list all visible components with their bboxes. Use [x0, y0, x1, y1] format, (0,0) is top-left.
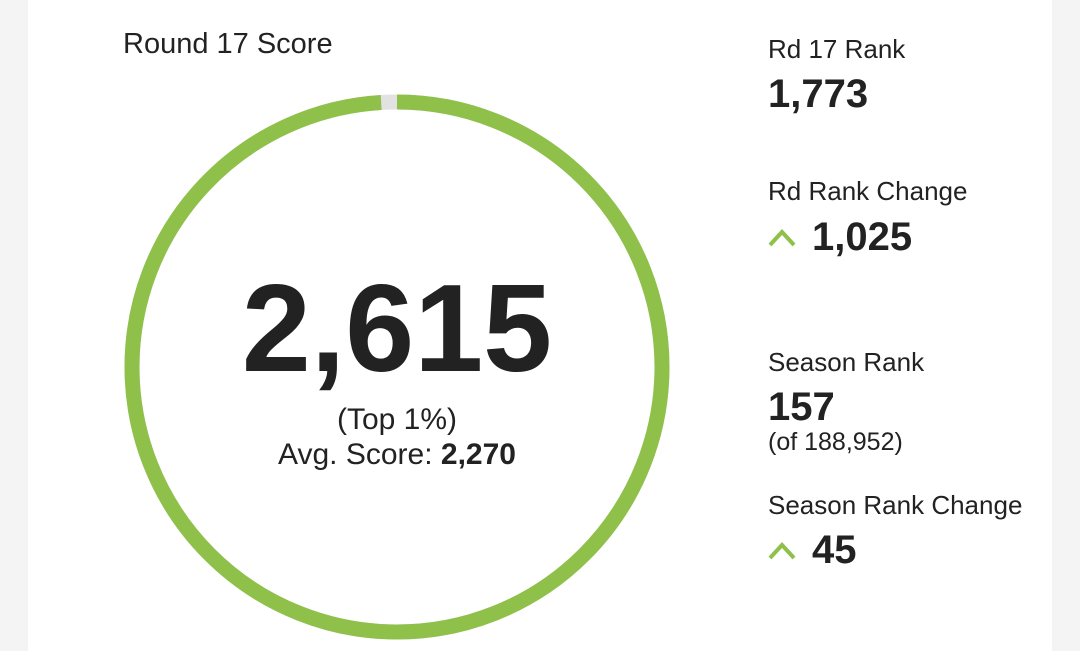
ring-progress: [124, 94, 670, 640]
stat-value: 45: [812, 528, 857, 572]
stat-label: Season Rank Change: [768, 490, 1022, 520]
up-arrow: [768, 229, 796, 247]
avg-value: 2,270: [441, 438, 516, 471]
stat-value: 1,025: [812, 215, 912, 259]
stat-value: 157: [768, 385, 835, 429]
stat-label: Rd 17 Rank: [768, 34, 906, 64]
avg-score: Avg. Score: 2,270: [278, 438, 516, 471]
avg-label: Avg. Score:: [278, 438, 433, 471]
card-title: Round 17 Score: [123, 28, 333, 60]
stat-label: Season Rank: [768, 347, 925, 377]
stat-label: Rd Rank Change: [768, 176, 967, 206]
up-arrow: [768, 542, 796, 560]
score: 2,615: [242, 260, 552, 398]
stat-note: (of 188,952): [768, 428, 903, 456]
percentile: (Top 1%): [337, 403, 457, 436]
stat-value: 1,773: [768, 72, 868, 116]
